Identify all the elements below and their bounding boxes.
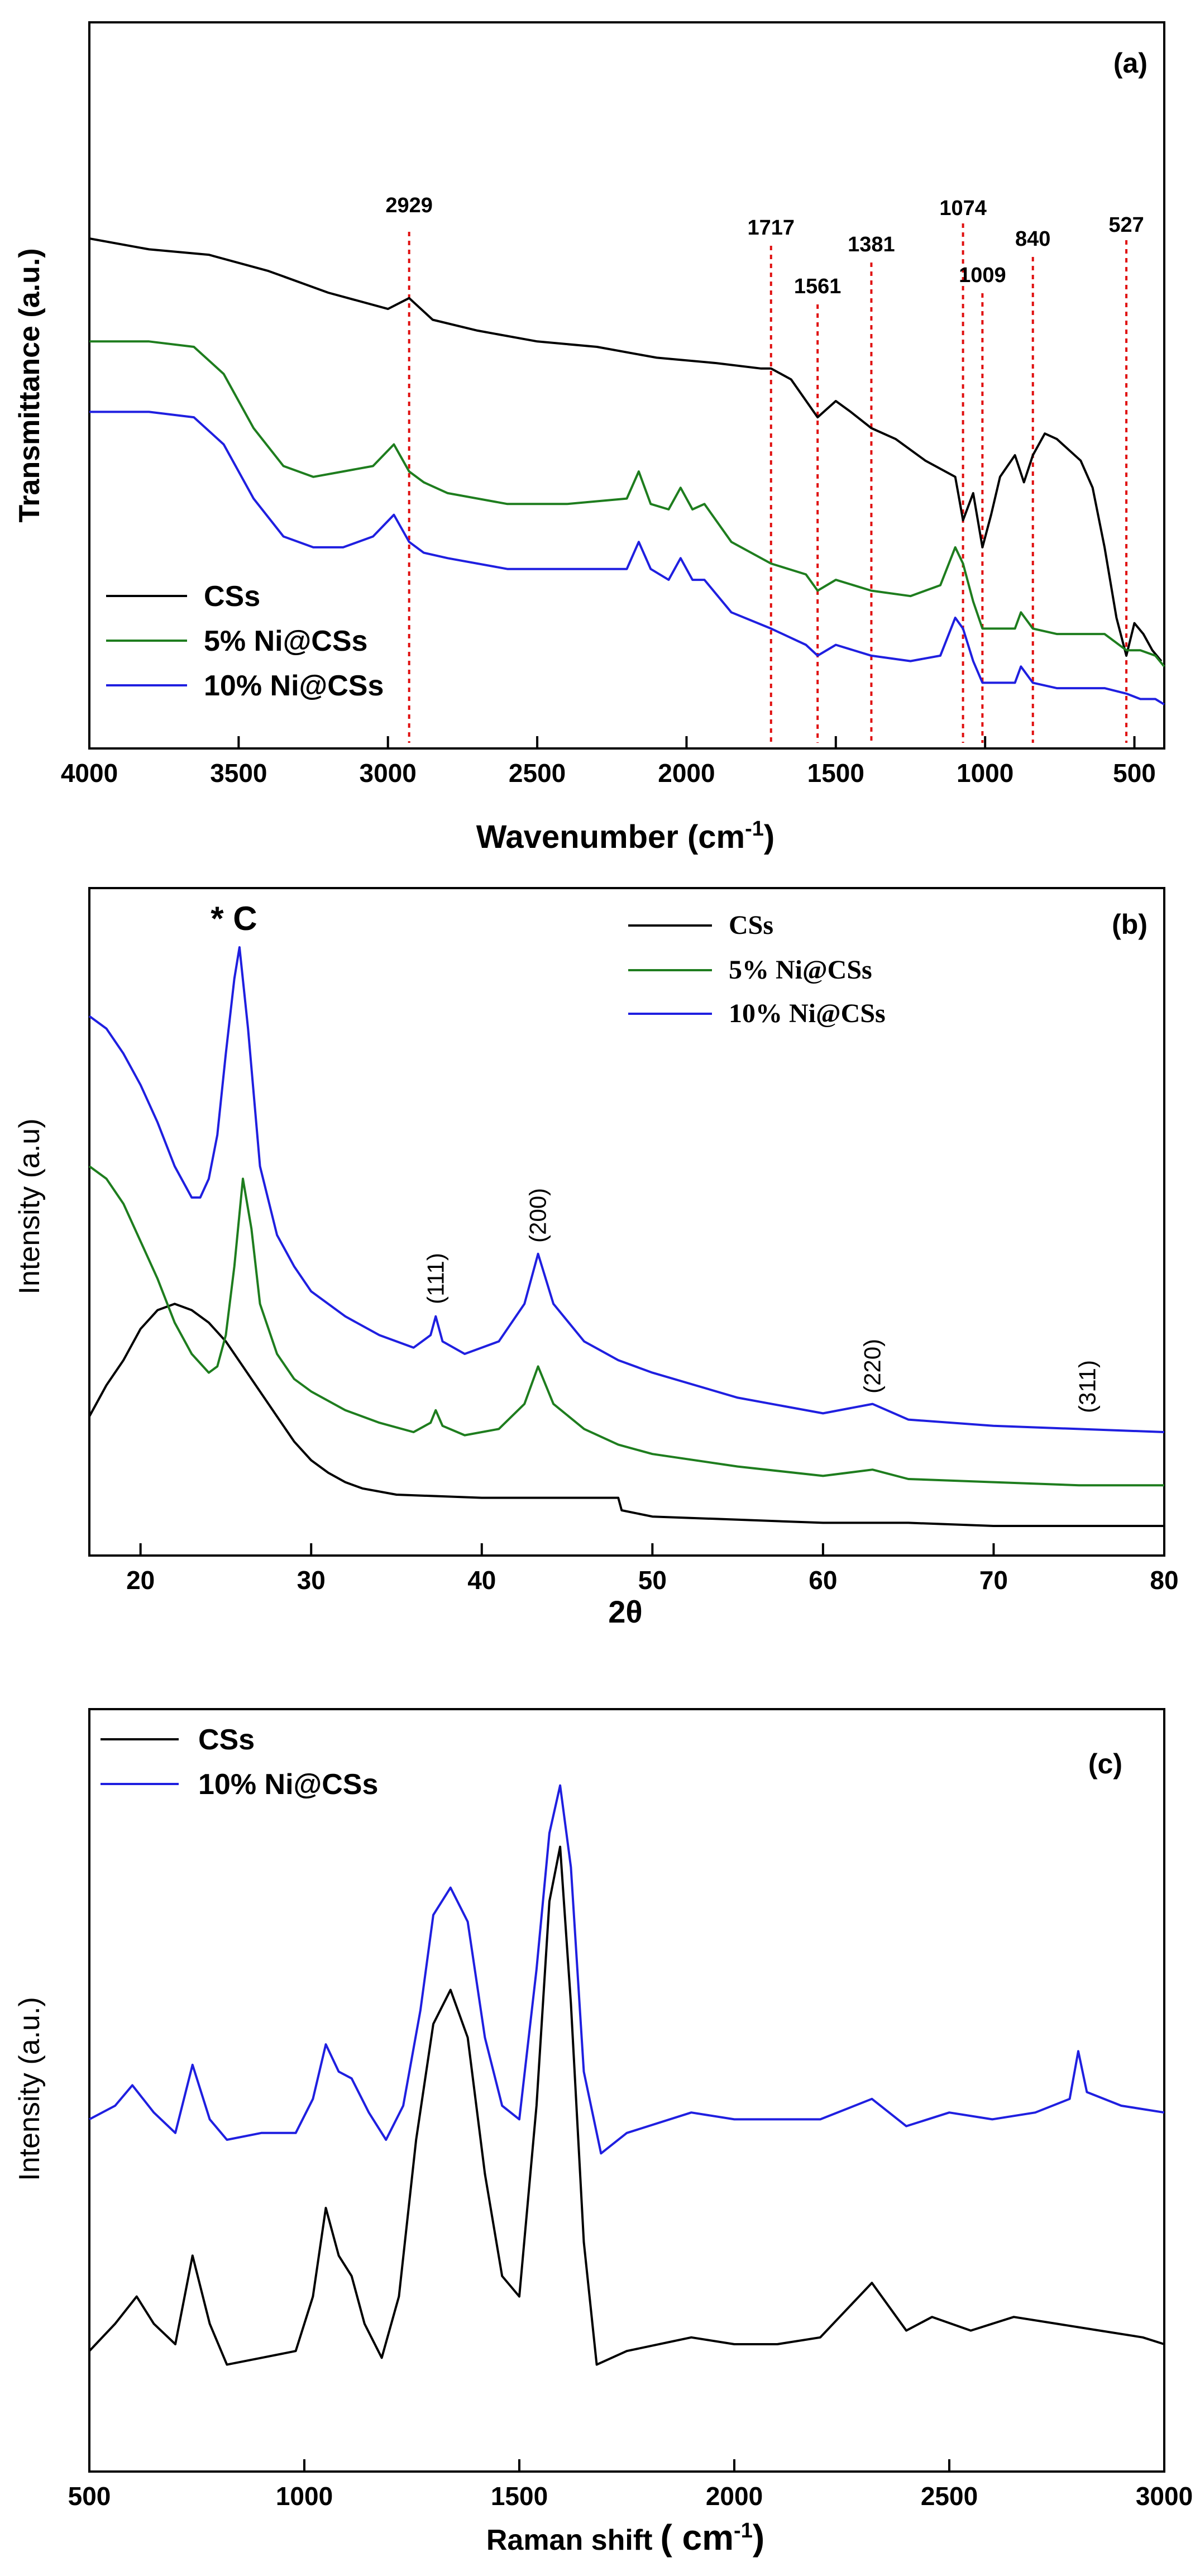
panel-c-label: (c): [1088, 1748, 1122, 1780]
panel-b-annotation-hkl: (220): [859, 1339, 886, 1394]
panel-b-label: (b): [1112, 909, 1148, 940]
panel-a-reference-label-1381: 1381: [848, 233, 895, 256]
panel-a-legend-label: 10% Ni@CSs: [204, 670, 384, 702]
panel-b-x-tick-label: 30: [297, 1566, 326, 1595]
panel-a-legend: CSs 5% Ni@CSs 10% Ni@CSs: [106, 580, 384, 702]
panel-a-x-tick-label: 500: [1113, 759, 1156, 788]
panel-a-reference-label-1009: 1009: [959, 264, 1006, 287]
panel-a-series: [89, 237, 1165, 705]
panel-b-x-tick-label: 80: [1150, 1566, 1178, 1595]
panel-b-legend-label: 10% Ni@CSs: [729, 999, 886, 1028]
panel-c-x-axis-title: Raman shift( cm-1): [486, 2517, 764, 2558]
panel-c-x-axis-title-main: Raman shift: [486, 2524, 653, 2556]
panel-a-x-ticks: 4000 3500 3000 2500 2000 1500 1000 500: [61, 736, 1156, 788]
panel-c-x-tick-label: 2500: [921, 2482, 978, 2511]
panel-b-legend-label: CSs: [729, 910, 773, 940]
panel-a-reference-label-527: 527: [1108, 213, 1144, 237]
panel-a-reference-label-840: 840: [1015, 227, 1050, 251]
panel-a-x-axis-title-sup: -1: [745, 817, 764, 841]
panel-a-reference-label-2929: 2929: [385, 194, 433, 217]
panel-a-label: (a): [1113, 47, 1148, 79]
panel-a-x-tick-label: 3000: [360, 759, 417, 788]
panel-c-x-axis-title-unit: ( cm: [660, 2517, 734, 2558]
panel-a-x-tick-label: 2000: [658, 759, 715, 788]
panel-c-legend-label: CSs: [198, 1724, 255, 1756]
panel-c-series: [88, 1784, 1165, 2366]
panel-b-x-tick-label: 20: [126, 1566, 155, 1595]
panel-a-reference-label-1717: 1717: [747, 216, 795, 240]
panel-c-x-tick-label: 500: [68, 2482, 111, 2511]
panel-a-x-tick-label: 1000: [957, 759, 1013, 788]
panel-b-xrd: 20 30 40 50 60 70 80 * C (111) (200) (220) (311) (…: [13, 887, 1179, 1629]
panel-c-x-tick-label: 1000: [276, 2482, 333, 2511]
panel-a-x-tick-label: 1500: [807, 759, 864, 788]
panel-b-annotation-hkl: (111): [422, 1253, 448, 1304]
panel-a-x-axis-title: Wavenumber (cm-1): [476, 817, 774, 855]
panel-b-annotation-hkl: (311): [1074, 1360, 1101, 1413]
panel-c-x-axis-title-close: ): [753, 2517, 764, 2558]
panel-a-reference-lines: 2929 1717 1561 1381 1074 1009 840 527: [385, 194, 1144, 743]
panel-b-x-tick-label: 50: [638, 1566, 667, 1595]
panel-b-plot-frame: [88, 887, 1165, 1557]
panel-c-series-css: [88, 1845, 1165, 2366]
panel-a-x-axis-title-close: ): [764, 819, 774, 855]
panel-c-x-tick-label: 1500: [491, 2482, 548, 2511]
panel-b-annotation-carbon: * C: [211, 900, 257, 937]
panel-b-legend-label: 5% Ni@CSs: [729, 955, 872, 985]
panel-a-series-10-ni-css: [89, 411, 1165, 705]
panel-c-legend-label: 10% Ni@CSs: [198, 1768, 378, 1801]
panel-b-series-5-ni-css: [88, 1165, 1164, 1487]
panel-c-x-ticks: 500 1000 1500 2000 2500 3000: [68, 2459, 1193, 2511]
panel-b-series-10-ni-css: [88, 946, 1165, 1433]
panel-b-x-tick-label: 60: [809, 1566, 837, 1595]
panel-a-y-axis-title: Transmittance (a.u.): [13, 248, 46, 522]
panel-c-legend: CSs 10% Ni@CSs: [101, 1724, 378, 1801]
panel-c-plot-frame: [88, 1708, 1165, 2473]
panel-c-x-tick-label: 3000: [1136, 2482, 1193, 2511]
panel-a-legend-label: CSs: [204, 580, 260, 613]
panel-a-series-css: [89, 237, 1163, 662]
panel-b-x-tick-label: 40: [467, 1566, 496, 1595]
panel-b-peak-annotations: * C (111) (200) (220) (311): [211, 900, 1100, 1413]
panel-c-x-tick-label: 2000: [706, 2482, 763, 2511]
panel-b-annotation-hkl: (200): [525, 1188, 551, 1243]
panel-c-series-10-ni-css: [89, 1784, 1165, 2155]
panel-a-reference-label-1561: 1561: [794, 275, 842, 298]
panel-b-x-tick-label: 70: [979, 1566, 1008, 1595]
panel-c-y-axis-title: Intensity (a.u.): [13, 1997, 46, 2181]
panel-a-x-tick-label: 4000: [61, 759, 118, 788]
panel-c-x-axis-title-sup: -1: [734, 2519, 753, 2542]
panel-b-x-ticks: 20 30 40 50 60 70 80: [126, 1543, 1179, 1595]
panel-a-legend-label: 5% Ni@CSs: [204, 625, 367, 657]
panel-a-ftir: 2929 1717 1561 1381 1074 1009 840 527 4000 3500 3…: [13, 21, 1165, 855]
panel-b-series-css: [88, 1303, 1164, 1527]
panel-c-raman: 500 1000 1500 2000 2500 3000 (c) Intensity (a…: [13, 1708, 1193, 2558]
panel-a-plot-frame: [88, 21, 1165, 750]
panel-a-x-tick-label: 3500: [210, 759, 267, 788]
panel-a-x-tick-label: 2500: [509, 759, 566, 788]
panel-b-series: [88, 946, 1165, 1527]
panel-a-series-5-ni-css: [89, 340, 1165, 667]
panel-b-x-axis-title: 2θ: [608, 1594, 642, 1629]
panel-a-reference-label-1074: 1074: [939, 197, 987, 220]
panel-b-legend: CSs 5% Ni@CSs 10% Ni@CSs: [628, 910, 886, 1028]
panel-b-y-axis-title: Intensity (a.u): [13, 1118, 46, 1294]
panel-a-x-axis-title-main: Wavenumber (cm: [476, 819, 745, 855]
